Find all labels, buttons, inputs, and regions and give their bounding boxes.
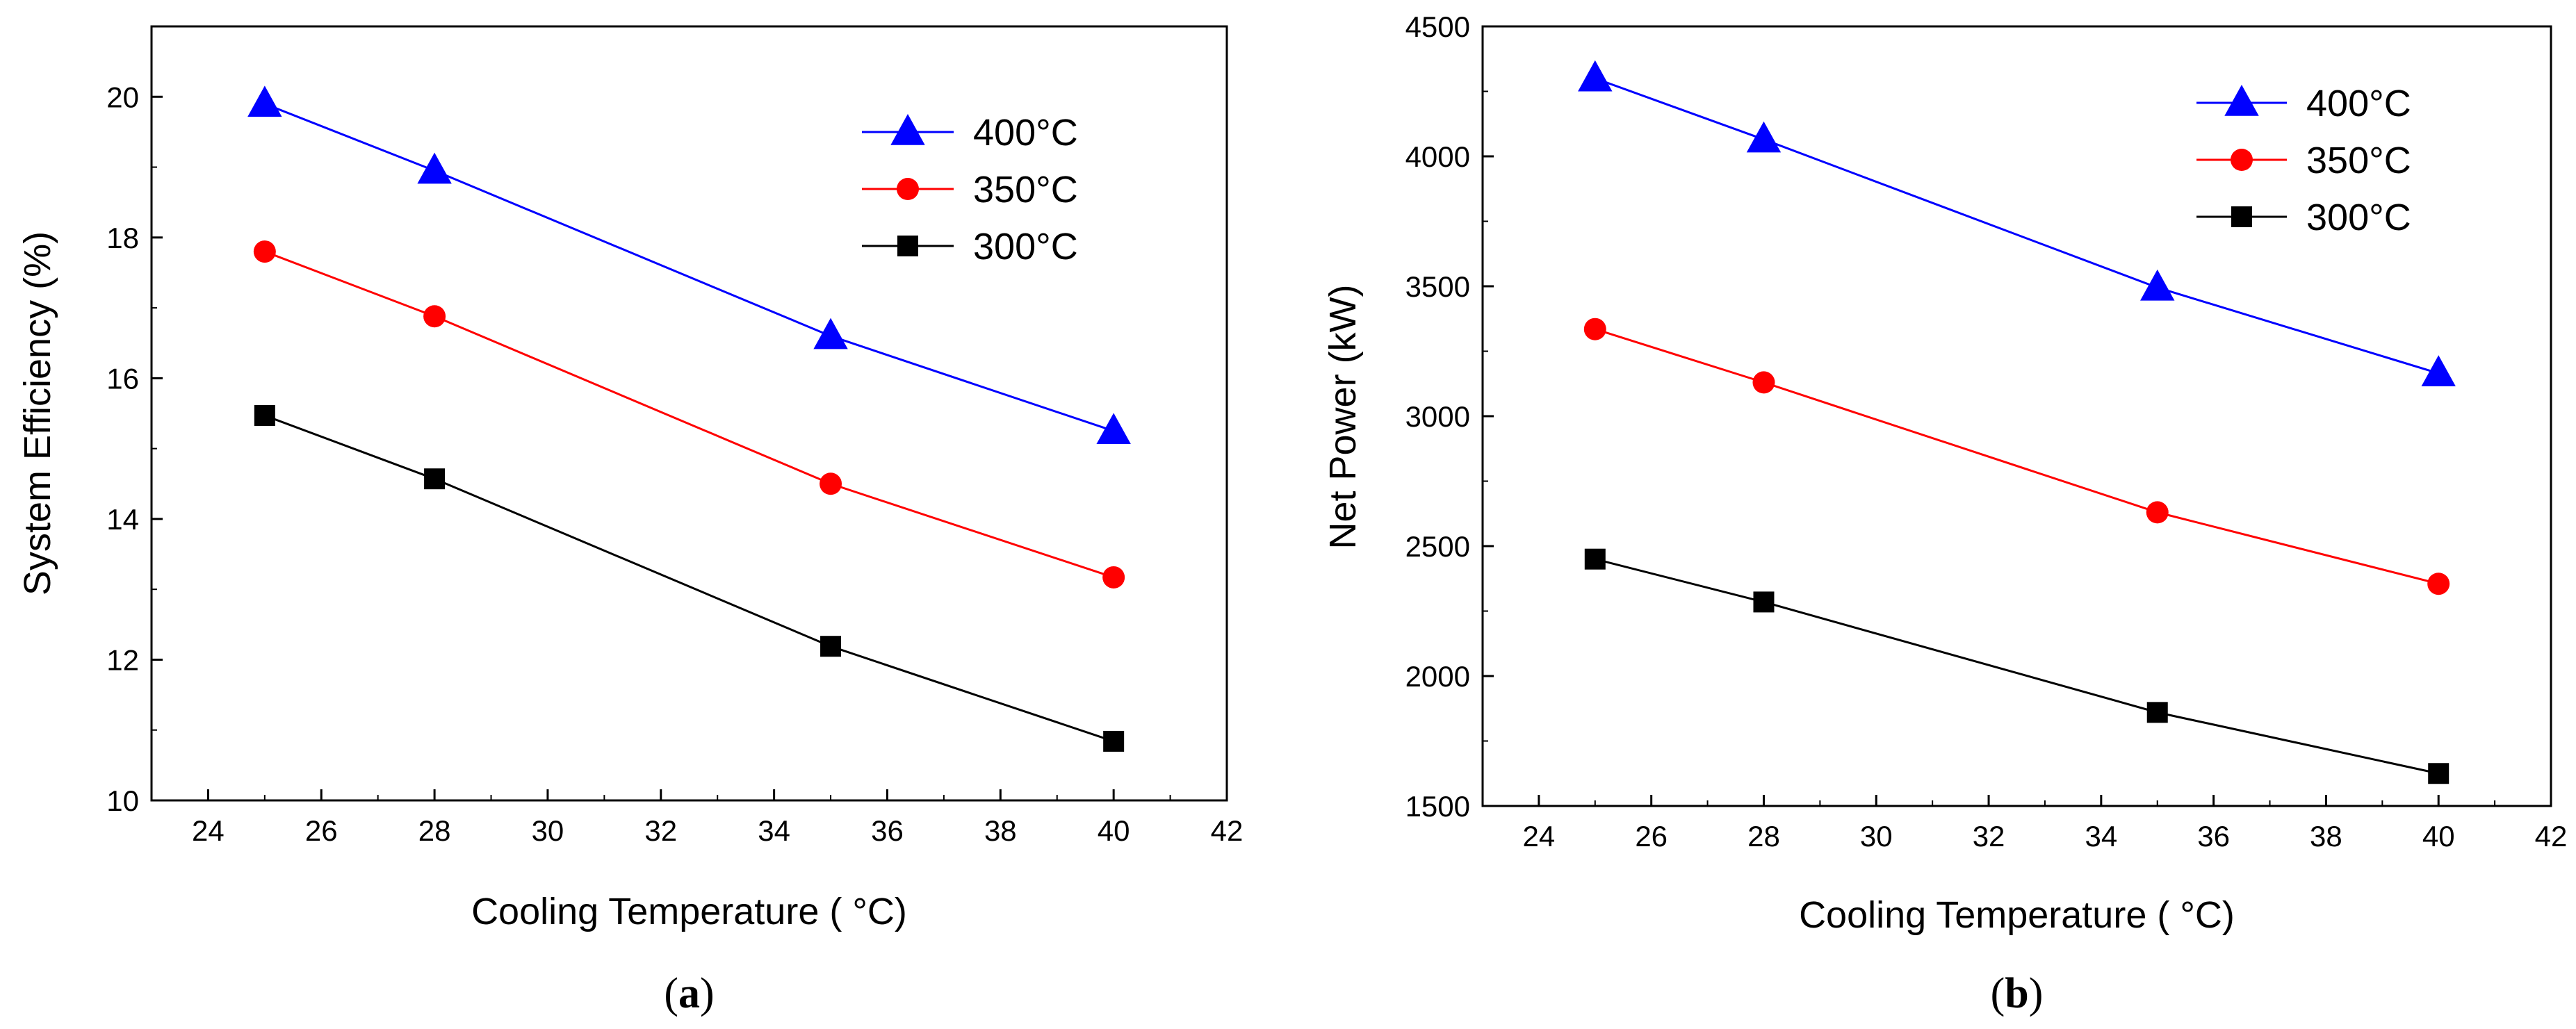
data-point [2146, 501, 2169, 524]
x-tick-label: 34 [758, 814, 790, 847]
x-tick-label: 26 [305, 814, 338, 847]
data-point [1096, 413, 1131, 445]
legend-marker [890, 114, 925, 145]
data-point [1103, 730, 1125, 752]
y-axis-title: System Efficiency (%) [17, 231, 58, 595]
legend-marker [2224, 85, 2259, 116]
series-line [1595, 77, 2439, 374]
legend-marker [897, 236, 918, 256]
data-point [424, 468, 446, 490]
data-point [2146, 702, 2168, 723]
x-tick-label: 26 [1635, 820, 1668, 853]
data-point [254, 405, 275, 427]
y-tick-label: 3500 [1405, 270, 1470, 303]
x-tick-label: 36 [871, 814, 904, 847]
x-tick-label: 30 [532, 814, 564, 847]
legend-marker [2231, 206, 2252, 227]
panel-label-open: ( [1991, 970, 2005, 1017]
series-line [264, 103, 1114, 432]
legend-label: 400°C [2306, 83, 2411, 124]
data-point [253, 240, 276, 263]
y-tick-label: 1500 [1405, 790, 1470, 823]
legend-label: 350°C [973, 169, 1078, 211]
data-point [423, 305, 446, 328]
series-line [264, 414, 1114, 743]
legend-marker [2231, 149, 2253, 171]
y-tick-label: 2000 [1405, 660, 1470, 693]
series-line [264, 250, 1114, 579]
legend-label: 400°C [973, 112, 1078, 154]
x-axis-title: Cooling Temperature ( °C) [471, 891, 907, 932]
legend: 400°C 350°C 300°C [2196, 83, 2411, 238]
x-tick-label: 38 [984, 814, 1017, 847]
series-line [1595, 558, 2439, 775]
legend-label: 300°C [973, 226, 1078, 267]
y-tick-label: 3000 [1405, 400, 1470, 433]
plot-frame [150, 25, 1228, 802]
panel-a: 24 26 28 30 32 34 36 38 40 42 10 12 14 16 18 20 Cooling … [17, 25, 1244, 1017]
x-tick-label: 40 [2422, 820, 2455, 853]
legend: 400°C 350°C 300°C [862, 112, 1078, 267]
data-point [2427, 573, 2450, 595]
data-point [1752, 371, 1775, 394]
data-point [813, 318, 848, 349]
panel-label-close: ) [2029, 970, 2044, 1017]
panel-label-letter: b [2005, 970, 2028, 1017]
y-tick-label: 18 [106, 222, 139, 254]
y-tick-label: 10 [106, 784, 139, 817]
x-tick-label: 24 [1523, 820, 1556, 853]
x-tick-label: 34 [2085, 820, 2117, 853]
x-tick-label: 30 [1860, 820, 1893, 853]
data-point [1578, 60, 1613, 92]
data-point [1753, 591, 1775, 613]
series-line [1595, 328, 2439, 585]
legend-label: 350°C [2306, 140, 2411, 181]
x-axis-title: Cooling Temperature ( °C) [1799, 894, 2235, 936]
y-axis-title: Net Power (kW) [1322, 284, 1364, 549]
data-point [820, 472, 842, 495]
x-tick-label: 36 [2197, 820, 2230, 853]
data-point [1584, 548, 1606, 570]
x-tick-label: 28 [418, 814, 451, 847]
y-tick-label: 4500 [1405, 10, 1470, 43]
x-tick-label: 42 [2535, 820, 2568, 853]
panel-label-close: ) [700, 970, 715, 1017]
data-point [247, 85, 282, 117]
data-point [2428, 763, 2449, 784]
y-tick-label: 12 [106, 643, 139, 676]
y-tick-label: 4000 [1405, 140, 1470, 173]
x-tick-label: 38 [2310, 820, 2342, 853]
panel-label-letter: a [678, 970, 700, 1017]
x-tick-label: 32 [644, 814, 677, 847]
y-tick-label: 2500 [1405, 530, 1470, 563]
x-tick-label: 40 [1098, 814, 1130, 847]
y-tick-label: 16 [106, 362, 139, 395]
data-point [1746, 121, 1782, 153]
data-point [2421, 355, 2456, 387]
panel-label: (b) [1991, 970, 2044, 1017]
y-tick-label: 20 [106, 81, 139, 113]
y-tick-label: 14 [106, 503, 139, 536]
data-point [1102, 566, 1125, 588]
x-tick-label: 24 [192, 814, 225, 847]
panel-label: (a) [664, 970, 714, 1017]
data-point [417, 152, 452, 184]
x-tick-label: 28 [1747, 820, 1780, 853]
legend-marker [897, 178, 919, 200]
x-tick-label: 32 [1973, 820, 2005, 853]
panel-label-open: ( [664, 970, 678, 1017]
data-point [1583, 318, 1606, 340]
legend-label: 300°C [2306, 197, 2411, 238]
panel-b: 24 26 28 30 32 34 36 38 40 42 1500 2000 2500 3000 3500… [1322, 10, 2567, 1017]
x-tick-label: 42 [1211, 814, 1244, 847]
data-point [2140, 269, 2175, 301]
data-point [820, 636, 842, 657]
